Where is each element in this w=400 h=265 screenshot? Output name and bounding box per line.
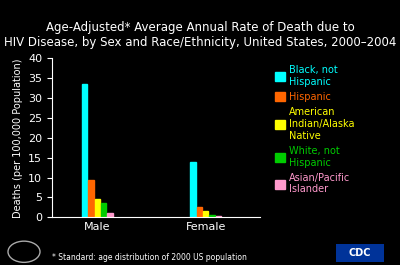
Bar [209, 215, 215, 217]
Bar [88, 180, 94, 217]
Bar [190, 162, 196, 217]
Text: Age-Adjusted* Average Annual Rate of Death due to
HIV Disease, by Sex and Race/E: Age-Adjusted* Average Annual Rate of Dea… [4, 21, 396, 49]
Bar [94, 199, 100, 217]
Text: * Standard: age distribution of 2000 US population: * Standard: age distribution of 2000 US … [52, 253, 247, 262]
Bar [101, 204, 106, 217]
Bar [107, 213, 112, 217]
Y-axis label: Deaths (per 100,000 Population): Deaths (per 100,000 Population) [12, 58, 22, 218]
Legend: Black, not
Hispanic, Hispanic, American
Indian/Alaska
Native, White, not
Hispani: Black, not Hispanic, Hispanic, American … [273, 63, 356, 196]
Bar [216, 216, 221, 217]
Text: CDC: CDC [349, 248, 371, 258]
Bar [197, 207, 202, 217]
Bar [82, 84, 87, 217]
Bar [203, 211, 208, 217]
